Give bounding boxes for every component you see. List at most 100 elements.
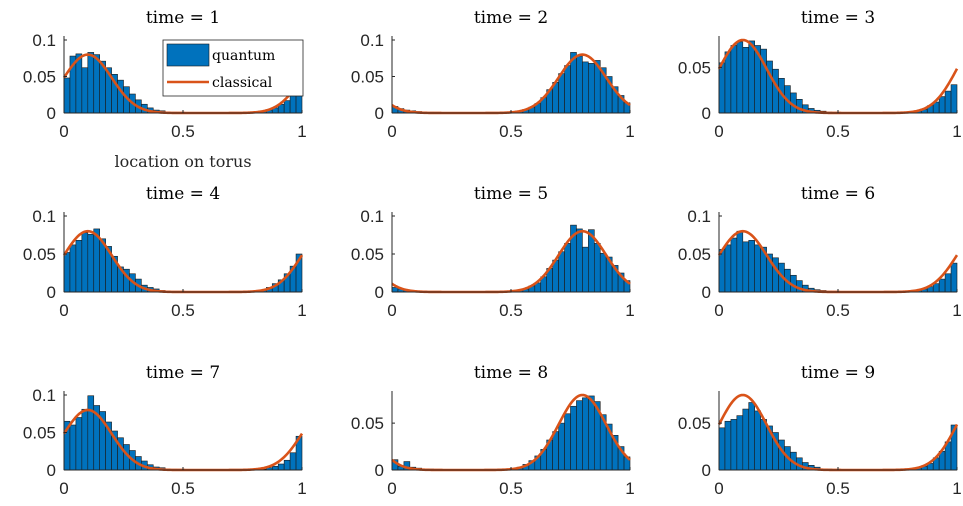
subplot-title: time = 3 [801,8,875,28]
quantum-bar [558,422,565,471]
x-tick-label: 0.5 [171,122,195,141]
quantum-bar [748,40,755,114]
quantum-bar [742,46,750,114]
quantum-bar [718,249,726,293]
subplot-5: 0 0.5 1 0 0.05 0.1 time = 5 [351,184,635,320]
subplot-4: 0 0.5 1 0 0.05 0.1 time = 4 [23,184,307,320]
quantum-bar [576,228,583,293]
quantum-bar [736,41,744,114]
quantum-bar [754,410,761,471]
quantum-bar [87,233,95,293]
quantum-bar [271,465,279,471]
quantum-bar [75,53,83,114]
quantum-bar [944,90,952,114]
quantum-bar [944,273,952,293]
y-tick-label: 0.05 [678,414,711,433]
x-tick-label: 0.5 [826,301,850,320]
quantum-bar [748,240,755,293]
y-tick-label: 0.05 [678,58,711,77]
y-tick-label: 0.1 [687,207,711,226]
quantum-bar [283,459,291,471]
quantum-bar [552,431,559,471]
x-tick-label: 0 [714,301,723,320]
quantum-bar [63,77,71,114]
subplot-title: time = 4 [146,184,220,204]
quantum-bar [748,402,755,471]
quantum-bar [724,51,732,114]
quantum-bar [564,413,571,471]
y-tick-label: 0 [375,104,384,123]
y-tick-label: 0.05 [351,414,384,433]
legend-classical-label: classical [212,75,273,91]
y-tick-label: 0.05 [23,245,56,264]
x-tick-label: 1 [952,479,961,498]
quantum-bar [760,419,767,471]
x-tick-label: 0 [387,122,396,141]
x-tick-label: 0.5 [499,301,523,320]
quantum-bar [588,395,595,471]
quantum-bar [576,400,583,471]
quantum-bar [742,408,750,471]
x-tick-label: 0 [714,122,723,141]
quantum-bar [558,251,565,293]
y-tick-label: 0.05 [351,245,384,264]
x-tick-label: 1 [952,301,961,320]
y-tick-label: 0.1 [360,31,384,50]
quantum-bar [69,244,77,293]
y-tick-label: 0.05 [23,424,56,443]
x-tick-label: 1 [297,122,306,141]
y-tick-label: 0 [375,461,384,480]
quantum-bar [950,84,958,114]
subplot-title: time = 8 [474,363,548,383]
y-tick-label: 0.05 [678,245,711,264]
quantum-bar [730,419,738,471]
x-tick-label: 0 [387,479,396,498]
y-tick-label: 0.05 [351,68,384,87]
legend-quantum-label: quantum [212,48,275,64]
quantum-bar [81,408,89,471]
y-tick-label: 0 [375,283,384,302]
x-tick-label: 0.5 [171,479,195,498]
x-axis-label: location on torus [114,152,251,171]
legend: quantum classical [162,39,304,97]
x-tick-label: 1 [625,301,634,320]
y-tick-label: 0 [702,283,711,302]
quantum-bar [582,397,589,471]
quantum-bar [736,415,744,471]
quantum-bar [736,230,744,293]
y-tick-label: 0 [702,104,711,123]
subplot-2: 0 0.5 1 0 0.05 0.1 time = 2 [351,8,635,141]
quantum-bar [87,52,95,114]
quantum-bar [81,232,89,293]
quantum-bar [938,278,946,293]
subplot-title: time = 9 [801,363,875,383]
quantum-bar [718,427,726,471]
x-tick-label: 0 [714,479,723,498]
quantum-bar [277,463,285,471]
quantum-bar [950,262,958,293]
subplot-7: 0 0.5 1 0 0.05 0.1 time = 7 [23,363,307,498]
subplot-title: time = 6 [801,184,875,204]
quantum-bar [289,452,297,471]
quantum-bar [75,240,83,293]
y-tick-label: 0 [47,461,56,480]
subplot-1: 0 0.5 1 0 0.05 0.1 time = 1 quantum classical loc… [23,8,307,171]
quantum-bar [63,252,71,293]
quantum-bar [724,244,732,293]
quantum-bar [772,257,779,293]
y-tick-label: 0.1 [32,386,56,405]
subplot-9: 0 0.5 1 0 0.05 time = 9 [678,363,962,498]
x-tick-label: 0.5 [826,122,850,141]
y-tick-label: 0.1 [32,207,56,226]
quantum-bar [117,79,124,114]
quantum-bar [730,237,738,293]
quantum-bar [730,45,738,114]
quantum-bar [588,63,595,114]
subplot-title: time = 7 [146,363,220,383]
quantum-bar [778,439,785,471]
legend-quantum-swatch [166,43,210,67]
x-tick-label: 1 [625,479,634,498]
x-tick-label: 1 [625,122,634,141]
x-tick-label: 1 [297,479,306,498]
quantum-bar [576,55,583,114]
